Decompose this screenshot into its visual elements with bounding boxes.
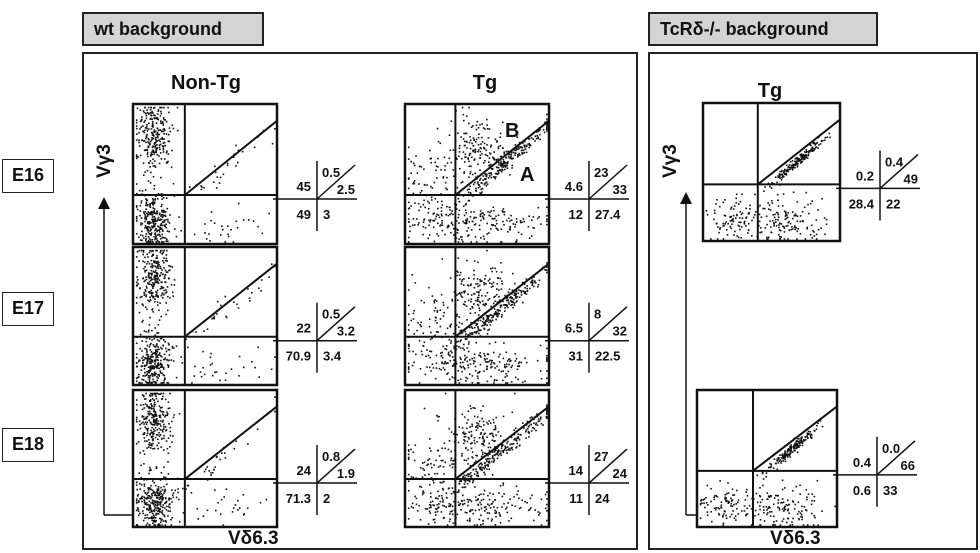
column-title-tg: Tg <box>472 72 498 94</box>
quadrant-upper-left: 45 <box>297 179 311 194</box>
event-dots <box>407 392 548 526</box>
plot-frame <box>403 245 551 387</box>
quadrant-lower-right: 24 <box>595 491 610 506</box>
plot-frame <box>695 388 839 529</box>
plot-panel-1-e18 <box>403 388 551 529</box>
wt-background-header: wt background <box>82 12 264 46</box>
plot-panel-0-e16 <box>131 102 279 246</box>
quadrant-stats: 6.5 8 32 31 22.5 <box>545 302 629 373</box>
quadrant-upper-left: 0.4 <box>853 455 872 470</box>
quadrant-lower-right: 27.4 <box>595 207 621 222</box>
event-dots <box>705 132 831 240</box>
tcr-ko-background-header: TcRδ-/- background <box>648 12 878 46</box>
diagonal-gate <box>454 120 550 196</box>
quadrant-upper-left: 24 <box>297 463 312 478</box>
plot-frame <box>131 388 279 529</box>
quadrant-upper-left: 4.6 <box>565 179 583 194</box>
event-dots <box>135 106 276 243</box>
quadrant-stats: 22 0.5 3.2 70.9 3.4 <box>273 302 357 373</box>
quadrant-stats: 24 0.8 1.9 71.3 2 <box>273 445 357 516</box>
event-dots <box>135 249 276 384</box>
plot-frame <box>131 245 279 387</box>
quadrant-lower-right: 22.5 <box>595 349 620 364</box>
quadrant-lower-right: 2 <box>323 491 330 506</box>
plot-panel-0-e17 <box>131 245 279 387</box>
tcr-ko-panel-frame <box>648 52 978 550</box>
quadrant-upper-right-above: 0.5 <box>322 165 340 180</box>
quadrant-lower-right: 33 <box>883 483 897 498</box>
event-dots <box>699 420 836 526</box>
row-label-e17: E17 <box>2 292 54 326</box>
quadrant-upper-left: 6.5 <box>565 321 583 336</box>
plot-frame <box>701 101 842 243</box>
quadrant-upper-right-above: 0.4 <box>885 154 904 169</box>
quadrant-lower-left: 12 <box>569 207 583 222</box>
diagonal-gate <box>454 262 550 338</box>
row-label-e16: E16 <box>2 159 54 193</box>
quadrant-lower-left: 71.3 <box>286 491 311 506</box>
quadrant-upper-right-above: 0.8 <box>322 449 340 464</box>
quadrant-upper-right-above: 8 <box>594 307 601 322</box>
quadrant-upper-right-above: 27 <box>594 449 608 464</box>
quadrant-stats: 14 27 24 11 24 <box>545 445 629 516</box>
plot-panel-1-e16 <box>403 102 551 246</box>
quadrant-upper-left: 0.2 <box>856 168 874 183</box>
plot-panel-0-e18 <box>131 388 279 529</box>
plot-frame <box>403 388 551 529</box>
quadrant-stats: 45 0.5 2.5 49 3 <box>273 161 357 231</box>
plot-panel-2-e18 <box>695 388 839 529</box>
gate-label-b: B <box>505 120 520 142</box>
quadrant-lower-left: 28.4 <box>849 196 875 211</box>
column-title-ko-tg: Tg <box>757 80 783 102</box>
event-dots <box>135 392 276 526</box>
diagonal-gate <box>752 405 838 472</box>
quadrant-lower-right: 3 <box>323 207 330 222</box>
quadrant-upper-right-below: 24 <box>613 466 628 481</box>
quadrant-upper-right-above: 23 <box>594 165 608 180</box>
quadrant-upper-right-below: 32 <box>613 324 627 339</box>
quadrant-upper-right-above: 0.0 <box>882 441 900 456</box>
diagonal-gate <box>184 405 278 480</box>
plot-frame <box>131 102 279 246</box>
quadrant-upper-right-above: 0.5 <box>322 307 340 322</box>
diagonal-gate <box>757 118 841 186</box>
gate-label-a: A <box>520 164 535 186</box>
quadrant-upper-right-below: 3.2 <box>337 324 355 339</box>
x-axis-label-right: Vδ6.3 <box>770 528 821 549</box>
diagonal-gate <box>184 120 278 196</box>
quadrant-lower-left: 31 <box>569 349 583 364</box>
quadrant-upper-right-below: 49 <box>904 171 918 186</box>
quadrant-stats: 4.6 23 33 12 27.4 <box>545 161 629 231</box>
quadrant-upper-right-below: 66 <box>901 458 915 473</box>
quadrant-lower-right: 22 <box>886 196 900 211</box>
x-axis-label-left: Vδ6.3 <box>228 528 279 549</box>
quadrant-upper-right-below: 1.9 <box>337 466 355 481</box>
plot-panel-1-e17 <box>403 245 551 387</box>
quadrant-upper-right-below: 2.5 <box>337 182 355 197</box>
quadrant-lower-left: 11 <box>569 491 583 506</box>
row-label-e18: E18 <box>2 428 54 462</box>
quadrant-stats: 0.2 0.449 28.4 22 <box>836 150 920 221</box>
quadrant-upper-left: 22 <box>297 321 311 336</box>
diagonal-gate <box>184 262 278 338</box>
quadrant-upper-left: 14 <box>569 463 584 478</box>
quadrant-lower-left: 70.9 <box>286 349 311 364</box>
quadrant-lower-left: 0.6 <box>853 483 871 498</box>
wt-panel-frame <box>82 52 638 550</box>
quadrant-lower-right: 3.4 <box>323 349 342 364</box>
event-dots <box>407 249 548 384</box>
event-dots <box>407 106 548 243</box>
plot-panel-2-e16 <box>701 101 842 243</box>
quadrant-stats: 0.4 0.066 0.6 33 <box>833 436 917 507</box>
quadrant-upper-right-below: 33 <box>613 182 627 197</box>
quadrant-lower-left: 49 <box>297 207 311 222</box>
column-title-nontg: Non-Tg <box>171 72 241 94</box>
